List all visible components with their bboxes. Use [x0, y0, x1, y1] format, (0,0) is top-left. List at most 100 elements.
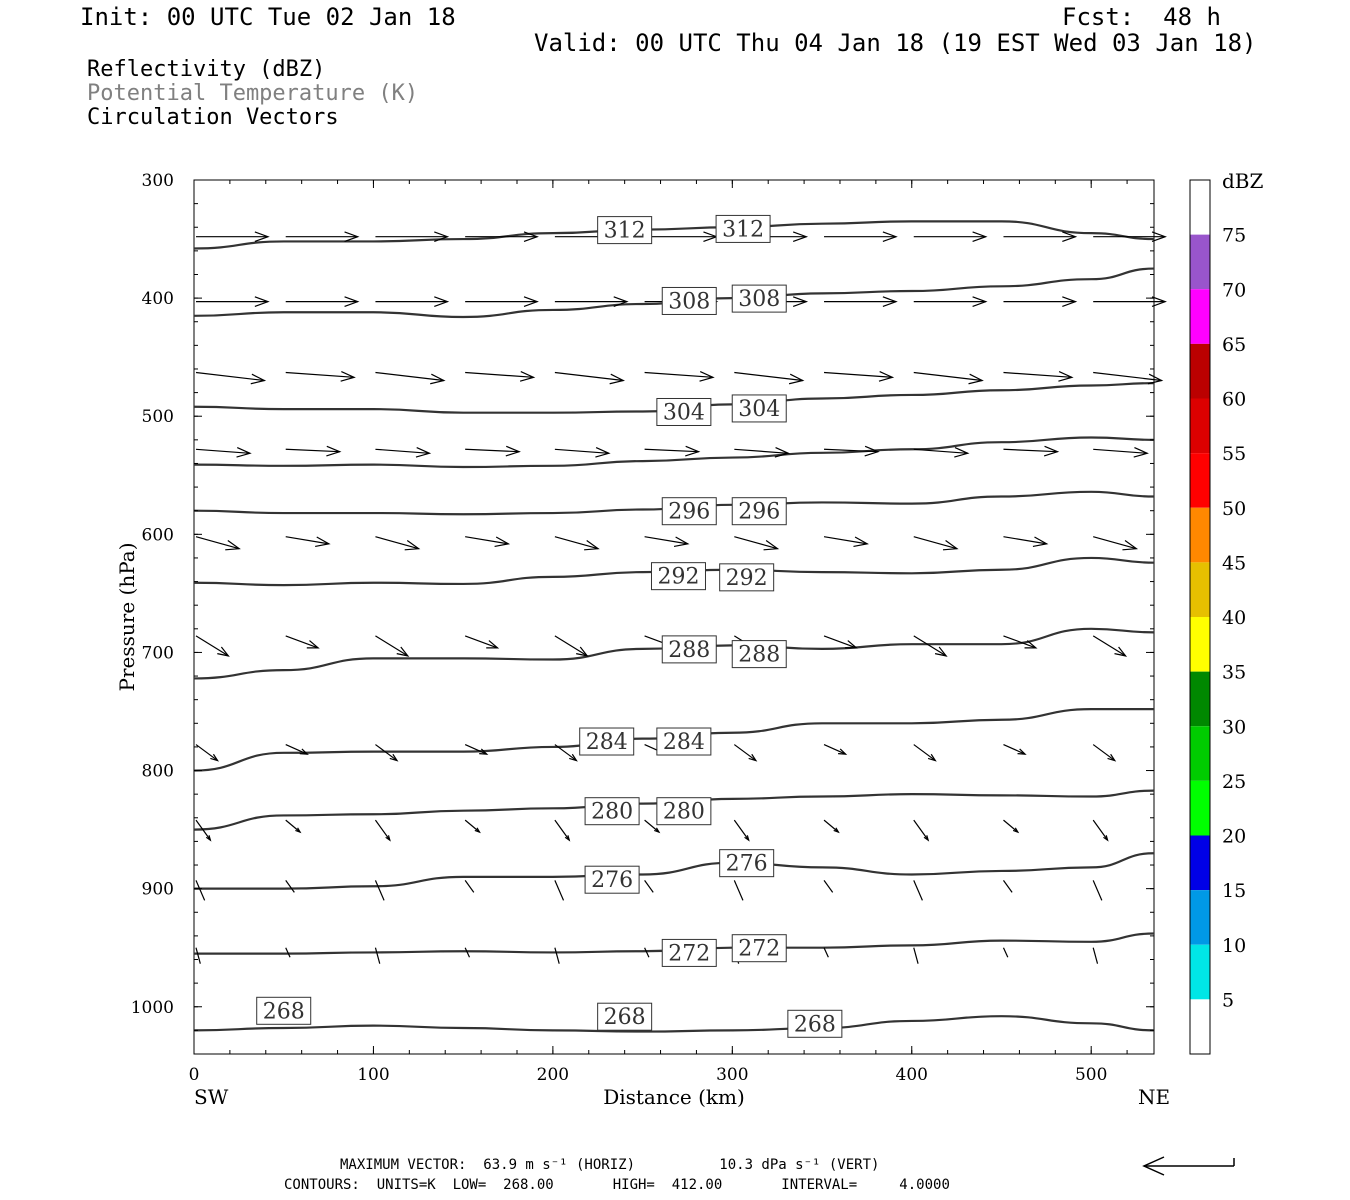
circulation-vector [1002, 947, 1009, 958]
colorbar-label: 50 [1222, 498, 1246, 520]
circulation-vector [913, 371, 983, 382]
theta-contour-276 [194, 852, 1155, 890]
circulation-vector [464, 947, 471, 958]
contours-note: CONTOURS: UNITS=K LOW= 268.00 HIGH= 412.… [284, 1177, 950, 1193]
colorbar-label: 25 [1222, 771, 1246, 793]
colorbar-segment [1190, 507, 1210, 563]
vector-arrowhead [853, 536, 869, 548]
circulation-vector [375, 635, 409, 657]
field-potential-temperature: Potential Temperature (K) [87, 81, 419, 106]
colorbar-segment [1190, 398, 1210, 454]
colorbar-label: 30 [1222, 716, 1246, 738]
circulation-vector [375, 371, 444, 382]
circulation-vector [733, 744, 757, 762]
vector-arrowhead [523, 296, 539, 308]
x-axis-right-end: NE [1138, 1085, 1170, 1109]
circulation-vector [465, 448, 520, 453]
vector-arrowhead [927, 753, 937, 762]
contour-label-box [584, 797, 640, 826]
circulation-vector [375, 536, 419, 550]
contour-label-box [661, 286, 717, 315]
circulation-vector [195, 448, 251, 454]
circulation-vector [195, 536, 240, 550]
contour-label: 280 [591, 800, 633, 825]
vector-arrowhead [205, 835, 212, 842]
vector-arrowhead [479, 748, 489, 755]
contour-label-box [661, 635, 717, 664]
circulation-vector [195, 880, 206, 901]
vector-arrowhead [1043, 445, 1060, 457]
max-vector-note: MAXIMUM VECTOR: 63.9 m s⁻¹ (HORIZ) 10.3 … [340, 1157, 880, 1173]
contour-label: 304 [663, 400, 705, 425]
vector-arrowhead [474, 827, 481, 834]
contour-label-box [597, 216, 653, 245]
contour-label: 280 [663, 800, 705, 825]
circulation-vector [733, 880, 744, 901]
circulation-vector [823, 536, 868, 545]
colorbar-segment [1190, 671, 1210, 727]
vector-arrowhead [954, 446, 970, 458]
vector-arrowhead [1024, 640, 1038, 649]
vector-arrowhead [833, 827, 840, 834]
circulation-vector [464, 819, 480, 833]
circulation-vector [824, 448, 879, 453]
vector-arrowhead [340, 371, 356, 382]
contour-label-box [731, 284, 787, 313]
vector-arrowhead [942, 540, 959, 551]
circulation-vector [913, 880, 923, 901]
colorbar-segment [1190, 999, 1210, 1054]
contour-label: 268 [263, 999, 305, 1024]
field-circulation-vectors: Circulation Vectors [87, 105, 339, 130]
vector-arrowhead [225, 540, 241, 551]
contour-label: 296 [668, 500, 710, 525]
colorbar-segment [1190, 562, 1210, 617]
contour-label: 276 [591, 868, 633, 893]
vector-arrowhead [344, 296, 360, 308]
circulation-vector [1003, 635, 1037, 649]
circulation-vector [913, 947, 919, 964]
circulation-vector [823, 744, 846, 755]
y-tick-label: 600 [142, 525, 174, 545]
vector-arrowhead [326, 445, 342, 457]
circulation-vector [285, 880, 295, 893]
contour-label-box [731, 497, 787, 526]
circulation-vector [1093, 536, 1137, 550]
x-tick-label: 300 [716, 1065, 748, 1085]
contour-label: 288 [668, 638, 710, 663]
circulation-vector [554, 371, 624, 382]
circulation-vector [734, 371, 803, 382]
circulation-vector [195, 947, 201, 964]
circulation-vector [913, 635, 947, 657]
contour-label: 272 [738, 937, 780, 962]
colorbar-label: 60 [1222, 389, 1246, 411]
vector-arrowhead [1012, 827, 1020, 834]
colorbar-segment [1190, 780, 1210, 836]
plot-frame [193, 179, 1155, 1055]
init-time: Init: 00 UTC Tue 02 Jan 18 [80, 3, 456, 31]
colorbar-segment [1190, 343, 1210, 399]
contour-label: 268 [604, 1005, 646, 1030]
circulation-vector [823, 880, 834, 893]
colorbar-label: 15 [1222, 880, 1246, 902]
x-axis-left-end: SW [194, 1085, 229, 1109]
circulation-vector [195, 371, 265, 382]
x-axis-label: Distance (km) [603, 1085, 745, 1109]
vector-arrowhead [882, 296, 898, 308]
vector-arrowhead [523, 231, 539, 243]
vector-arrowhead [923, 835, 930, 842]
vector-arrowhead [864, 445, 880, 457]
vector-arrowhead [396, 646, 410, 657]
colorbar-label: 5 [1222, 989, 1234, 1011]
circulation-vector [644, 947, 650, 958]
vector-arrowhead [494, 536, 511, 548]
vector-arrowhead [595, 446, 611, 458]
vector-arrowhead [430, 373, 446, 385]
circulation-vector [823, 947, 829, 958]
circulation-vector [644, 819, 660, 833]
vector-arrowhead [934, 646, 948, 657]
vector-arrowhead [774, 446, 791, 458]
circulation-vector [285, 635, 319, 649]
vector-arrowhead [838, 748, 848, 755]
contour-label-box [656, 397, 712, 426]
contour-label-box [579, 727, 635, 756]
